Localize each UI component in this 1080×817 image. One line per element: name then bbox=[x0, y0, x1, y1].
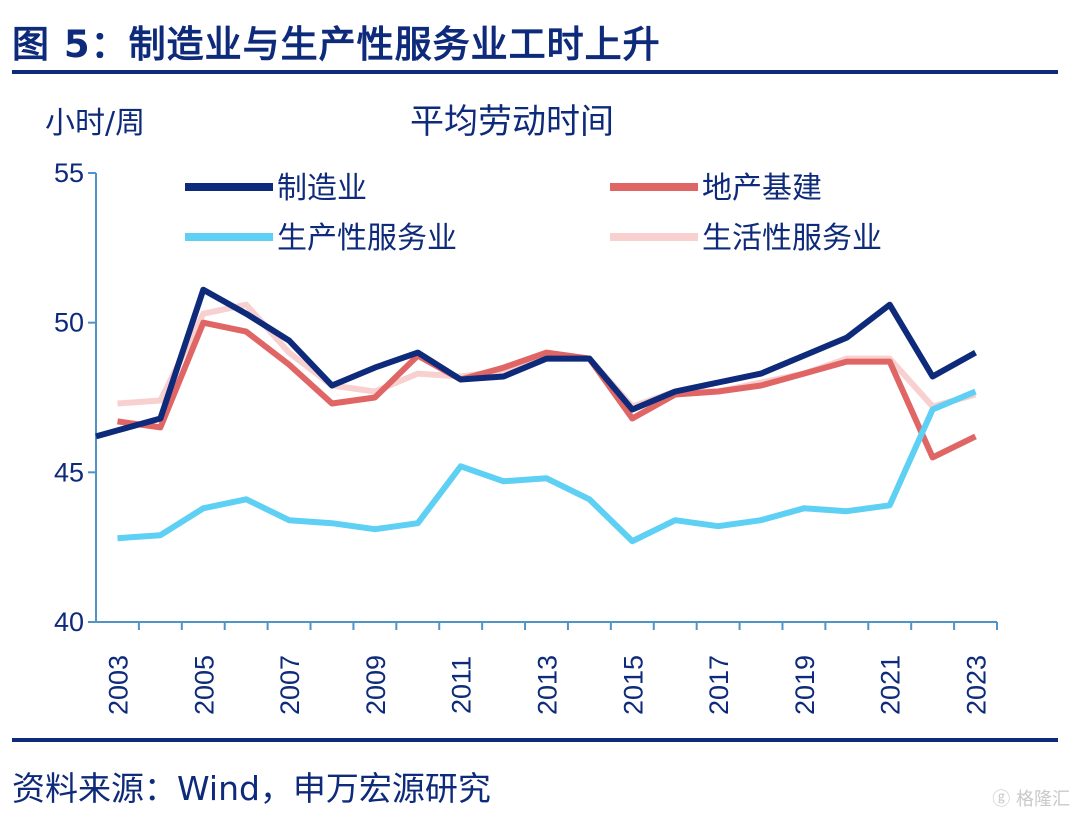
x-tick-label: 2005 bbox=[189, 655, 219, 715]
watermark-logo: ⓖ 格隆汇 bbox=[992, 785, 1070, 811]
figure-title: 图 5：制造业与生产性服务业工时上升 bbox=[12, 23, 661, 66]
legend-label: 地产基建 bbox=[702, 171, 822, 206]
x-tick-label: 2013 bbox=[533, 655, 563, 715]
x-tick-label: 2009 bbox=[361, 655, 391, 715]
series-line bbox=[117, 319, 977, 461]
x-tick-label: 2021 bbox=[876, 655, 906, 715]
line-chart: 小时/周 平均劳动时间 40 45 50 55 2003 2005 2007 2009 2011… bbox=[45, 102, 998, 715]
y-tick-label: 40 bbox=[54, 607, 84, 637]
title-rule bbox=[12, 70, 1058, 74]
legend-label: 生产性服务业 bbox=[277, 221, 457, 256]
source-note: 资料来源：Wind，申万宏源研究 bbox=[12, 769, 491, 808]
x-tick-label: 2023 bbox=[962, 655, 992, 715]
x-tick-label: 2003 bbox=[103, 655, 133, 715]
watermark-text: 格隆汇 bbox=[1016, 789, 1070, 810]
series-line bbox=[117, 388, 977, 545]
x-tick-label: 2015 bbox=[618, 655, 648, 715]
x-tick-label: 2007 bbox=[275, 655, 305, 715]
x-tick-label: 2019 bbox=[790, 655, 820, 715]
chart-title: 平均劳动时间 bbox=[410, 102, 614, 142]
y-tick-label: 45 bbox=[54, 457, 84, 487]
y-axis-unit-label: 小时/周 bbox=[45, 106, 145, 141]
watermark-icon: ⓖ bbox=[992, 789, 1011, 810]
series-line bbox=[95, 286, 977, 440]
axes: 40 45 50 55 2003 2005 2007 2009 2011 2013 2015 2017… bbox=[54, 158, 998, 715]
source-rule bbox=[12, 738, 1058, 742]
legend-label: 生活性服务业 bbox=[702, 221, 882, 256]
x-tick-label: 2011 bbox=[447, 656, 477, 714]
y-tick-label: 55 bbox=[54, 158, 84, 188]
legend-label: 制造业 bbox=[277, 171, 367, 206]
series-layer bbox=[95, 286, 977, 545]
y-tick-label: 50 bbox=[54, 308, 84, 338]
x-tick-label: 2017 bbox=[704, 655, 734, 715]
